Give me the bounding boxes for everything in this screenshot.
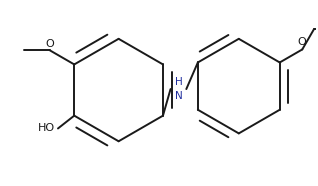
- Text: N: N: [175, 91, 182, 101]
- Text: H: H: [175, 77, 182, 87]
- Text: HO: HO: [38, 124, 55, 134]
- Text: O: O: [297, 38, 306, 47]
- Text: O: O: [45, 39, 54, 49]
